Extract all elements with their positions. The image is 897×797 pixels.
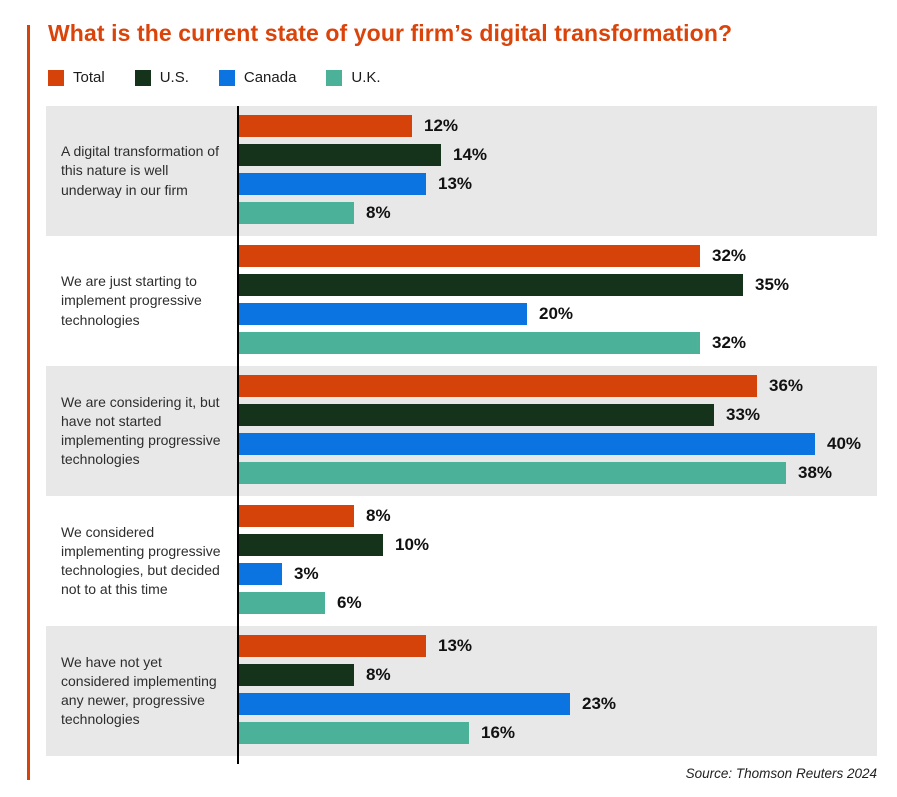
legend-swatch: [48, 69, 64, 86]
axis-line: [237, 106, 239, 764]
bar-line: 13%: [239, 635, 877, 657]
bar-line: 16%: [239, 722, 877, 744]
bar-value-label: 10%: [395, 535, 430, 554]
bar-line: 35%: [239, 274, 877, 296]
bar-value-label: 23%: [582, 694, 617, 713]
bar-chart: A digital transformation of this nature …: [46, 106, 877, 764]
category-label: A digital transformation of this nature …: [61, 143, 219, 198]
bar-value-label: 6%: [337, 593, 362, 612]
bar-group: 12% 14% 13% 8%: [237, 106, 877, 236]
bar-uk: [239, 722, 469, 744]
bar-value-label: 3%: [294, 564, 319, 583]
bar-value-label: 13%: [438, 636, 473, 655]
legend-label: Canada: [243, 69, 297, 86]
chart-legend: Total U.S. Canada U.K.: [48, 69, 381, 86]
table-row: We are considering it, but have not star…: [46, 366, 877, 496]
bar-value-label: 20%: [539, 304, 574, 323]
legend-swatch: [134, 69, 151, 86]
bar-line: 33%: [239, 404, 877, 426]
page-title: What is the current state of your firm’s…: [48, 20, 733, 46]
bar-value-label: 8%: [366, 665, 391, 684]
table-row: A digital transformation of this nature …: [46, 106, 877, 236]
bar-canada: [239, 433, 815, 455]
accent-line: [27, 25, 30, 780]
bar-line: 13%: [239, 173, 877, 195]
category-label: We considered implementing progressive t…: [61, 523, 221, 598]
table-row: We considered implementing progressive t…: [46, 496, 877, 626]
legend-swatch: [326, 69, 343, 86]
bar-line: 36%: [239, 375, 877, 397]
bar-line: 8%: [239, 505, 877, 527]
bar-total: [239, 115, 412, 137]
legend-label: Total: [73, 69, 105, 86]
bar-value-label: 13%: [438, 174, 473, 193]
bar-line: 14%: [239, 144, 877, 166]
bar-group: 13% 8% 23% 16%: [237, 626, 877, 756]
category-label: We are considering it, but have not star…: [61, 393, 221, 468]
bar-total: [239, 375, 757, 397]
bar-canada: [239, 563, 282, 585]
bar-value-label: 12%: [424, 116, 459, 135]
legend-item-uk: U.K.: [326, 69, 381, 86]
bar-value-label: 36%: [769, 376, 804, 395]
bar-value-label: 8%: [366, 506, 391, 525]
bar-value-label: 40%: [827, 434, 862, 453]
bar-line: 12%: [239, 115, 877, 137]
table-row: We are just starting to implement progre…: [46, 236, 877, 366]
category-label: We have not yet considered implementing …: [61, 653, 217, 728]
bar-uk: [239, 332, 700, 354]
bar-line: 6%: [239, 592, 877, 614]
source-credit: Source: Thomson Reuters 2024: [685, 766, 877, 781]
bar-value-label: 38%: [798, 463, 833, 482]
bar-line: 20%: [239, 303, 877, 325]
bar-canada: [239, 693, 570, 715]
bar-value-label: 35%: [755, 275, 790, 294]
legend-item-us: U.S.: [134, 69, 189, 86]
bar-line: 32%: [239, 332, 877, 354]
bar-line: 40%: [239, 433, 877, 455]
legend-item-total: Total: [48, 69, 105, 86]
legend-label: U.S.: [159, 69, 189, 86]
table-row: We have not yet considered implementing …: [46, 626, 877, 756]
legend-item-canada: Canada: [218, 69, 297, 86]
bar-value-label: 16%: [481, 723, 516, 742]
bar-line: 8%: [239, 202, 877, 224]
bar-us: [239, 144, 441, 166]
bar-us: [239, 664, 354, 686]
legend-label: U.K.: [351, 69, 381, 86]
bar-line: 38%: [239, 462, 877, 484]
category-label: We are just starting to implement progre…: [61, 273, 202, 328]
bar-group: 36% 33% 40% 38%: [237, 366, 877, 496]
bar-line: 32%: [239, 245, 877, 267]
bar-group: 32% 35% 20% 32%: [237, 236, 877, 366]
bar-total: [239, 635, 426, 657]
bar-us: [239, 534, 383, 556]
bar-us: [239, 274, 743, 296]
bar-uk: [239, 592, 325, 614]
legend-swatch: [218, 69, 235, 86]
bar-line: 10%: [239, 534, 877, 556]
bar-total: [239, 505, 354, 527]
bar-value-label: 32%: [712, 246, 747, 265]
bar-us: [239, 404, 714, 426]
bar-canada: [239, 173, 426, 195]
bar-line: 23%: [239, 693, 877, 715]
bar-value-label: 8%: [366, 203, 391, 222]
bar-line: 8%: [239, 664, 877, 686]
bar-line: 3%: [239, 563, 877, 585]
bar-total: [239, 245, 700, 267]
bar-canada: [239, 303, 527, 325]
bar-value-label: 14%: [453, 145, 488, 164]
bar-value-label: 33%: [726, 405, 761, 424]
bar-uk: [239, 462, 786, 484]
bar-group: 8% 10% 3% 6%: [237, 496, 877, 626]
bar-value-label: 32%: [712, 333, 747, 352]
chart-rows: A digital transformation of this nature …: [46, 106, 877, 756]
bar-uk: [239, 202, 354, 224]
